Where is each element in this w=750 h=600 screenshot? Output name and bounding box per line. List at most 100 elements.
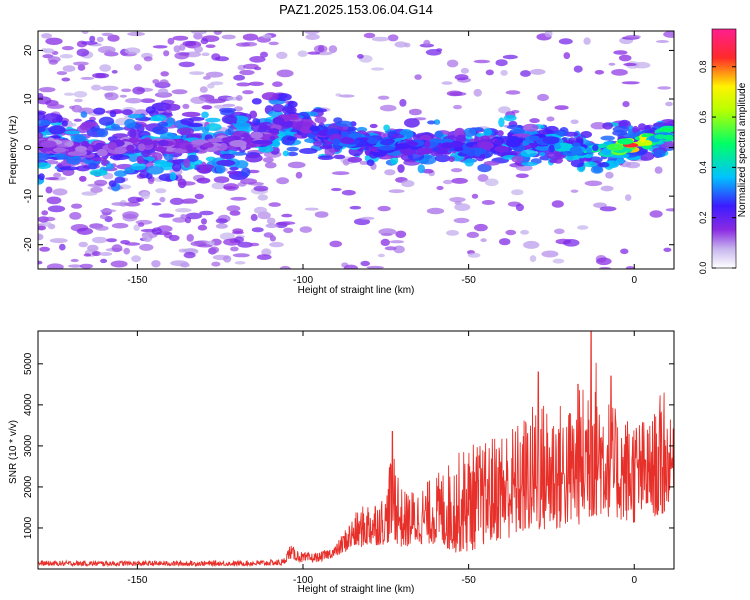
heatmap-blob: [127, 129, 142, 138]
heatmap-speckle: [401, 180, 415, 188]
heatmap-ridge-cell: [141, 139, 153, 146]
heatmap-speckle: [107, 34, 120, 42]
heatmap-speckle: [537, 93, 549, 102]
heatmap-blob: [397, 164, 405, 173]
heatmap-speckle: [38, 93, 44, 100]
heatmap-speckle: [91, 251, 102, 257]
heatmap-blob: [183, 158, 191, 169]
heatmap-speckle: [211, 182, 226, 190]
heatmap-blob: [219, 107, 236, 113]
heatmap-speckle: [194, 46, 203, 53]
heatmap-speckle: [253, 185, 269, 192]
heatmap-speckle: [124, 202, 141, 207]
heatmap-speckle: [268, 202, 281, 207]
heatmap-speckle: [262, 157, 274, 163]
heatmap-speckle: [663, 31, 674, 38]
heatmap-blob: [615, 158, 625, 165]
heatmap-speckle: [80, 76, 95, 80]
heatmap-speckle: [94, 225, 109, 231]
heatmap-speckle: [520, 70, 531, 77]
heatmap-speckle: [62, 65, 76, 72]
heatmap-speckle: [100, 258, 108, 264]
heatmap-blob: [448, 156, 455, 163]
heatmap-blob: [317, 155, 334, 160]
heatmap-speckle: [264, 162, 277, 169]
heatmap-ridge-cell: [598, 143, 607, 148]
heatmap-speckle: [570, 119, 579, 125]
heatmap-speckle: [360, 216, 375, 220]
colorbar-tick-label: 0.4: [698, 161, 708, 174]
heatmap-speckle: [215, 56, 229, 62]
heatmap-speckle: [665, 208, 674, 212]
heatmap-speckle: [657, 86, 672, 90]
heatmap-blob: [64, 130, 81, 135]
heatmap-speckle: [194, 193, 204, 200]
heatmap-blob: [169, 172, 177, 181]
heatmap-speckle: [180, 200, 191, 204]
heatmap-speckle: [96, 36, 104, 43]
colorbar-gradient: [711, 28, 737, 269]
heatmap-speckle: [136, 197, 145, 202]
heatmap-speckle: [380, 238, 390, 246]
heatmap-ridge-cell: [548, 144, 555, 153]
heatmap-speckle: [314, 211, 329, 218]
heatmap-blob: [286, 151, 299, 157]
y-tick-label: 4000: [23, 393, 34, 416]
heatmap-speckle: [200, 38, 209, 45]
snr-series-line: [38, 331, 674, 568]
x-tick-label: -150: [127, 275, 147, 286]
heatmap-speckle: [140, 191, 150, 200]
y-tick-label: 2000: [23, 475, 34, 498]
heatmap-speckle: [111, 244, 123, 253]
heatmap-speckle: [76, 48, 90, 57]
heatmap-speckle: [167, 37, 175, 45]
heatmap-blob: [105, 163, 114, 170]
heatmap-blob: [98, 116, 115, 126]
heatmap-blob: [312, 108, 328, 113]
spectrogram-heatmap: [38, 31, 674, 269]
heatmap-speckle: [377, 205, 391, 212]
heatmap-speckle: [249, 56, 266, 63]
heatmap-blob: [366, 159, 375, 166]
heatmap-speckle: [625, 34, 641, 39]
heatmap-ridge-cell: [436, 148, 449, 155]
heatmap-speckle: [124, 47, 141, 55]
heatmap-speckle: [480, 238, 487, 243]
heatmap-blob: [130, 162, 146, 171]
heatmap-speckle: [170, 260, 189, 267]
heatmap-speckle: [436, 185, 444, 191]
heatmap-blob: [93, 107, 106, 115]
heatmap-speckle: [454, 203, 471, 212]
heatmap-ridge-cell: [339, 137, 355, 144]
heatmap-speckle: [511, 189, 524, 196]
heatmap-speckle: [349, 205, 362, 210]
heatmap-ridge-cell: [126, 144, 135, 152]
heatmap-speckle: [76, 227, 93, 235]
heatmap-ridge-cell: [264, 140, 273, 145]
heatmap-speckle: [234, 236, 244, 243]
heatmap-blob: [600, 135, 615, 141]
heatmap-speckle: [596, 257, 612, 266]
heatmap-blob: [391, 134, 405, 139]
heatmap-speckle: [473, 88, 482, 97]
heatmap-blob: [464, 158, 475, 167]
heatmap-speckle: [541, 250, 559, 258]
heatmap-speckle: [481, 200, 495, 205]
heatmap-blob: [205, 117, 221, 123]
heatmap-speckle: [460, 67, 469, 74]
heatmap-speckle: [111, 70, 118, 74]
heatmap-speckle: [205, 44, 216, 48]
heatmap-speckle: [123, 247, 130, 255]
colorbar-tick-label: 0.0: [698, 262, 708, 275]
heatmap-speckle: [360, 260, 371, 267]
heatmap-blob: [274, 93, 292, 102]
heatmap-speckle: [370, 67, 385, 71]
heatmap-speckle: [265, 223, 279, 229]
heatmap-speckle: [625, 161, 641, 169]
heatmap-speckle: [132, 86, 145, 95]
heatmap-speckle: [222, 103, 236, 107]
x-tick-label: -150: [127, 575, 147, 586]
heatmap-blob: [96, 128, 109, 138]
heatmap-speckle: [474, 223, 488, 232]
heatmap-blob: [215, 164, 226, 174]
